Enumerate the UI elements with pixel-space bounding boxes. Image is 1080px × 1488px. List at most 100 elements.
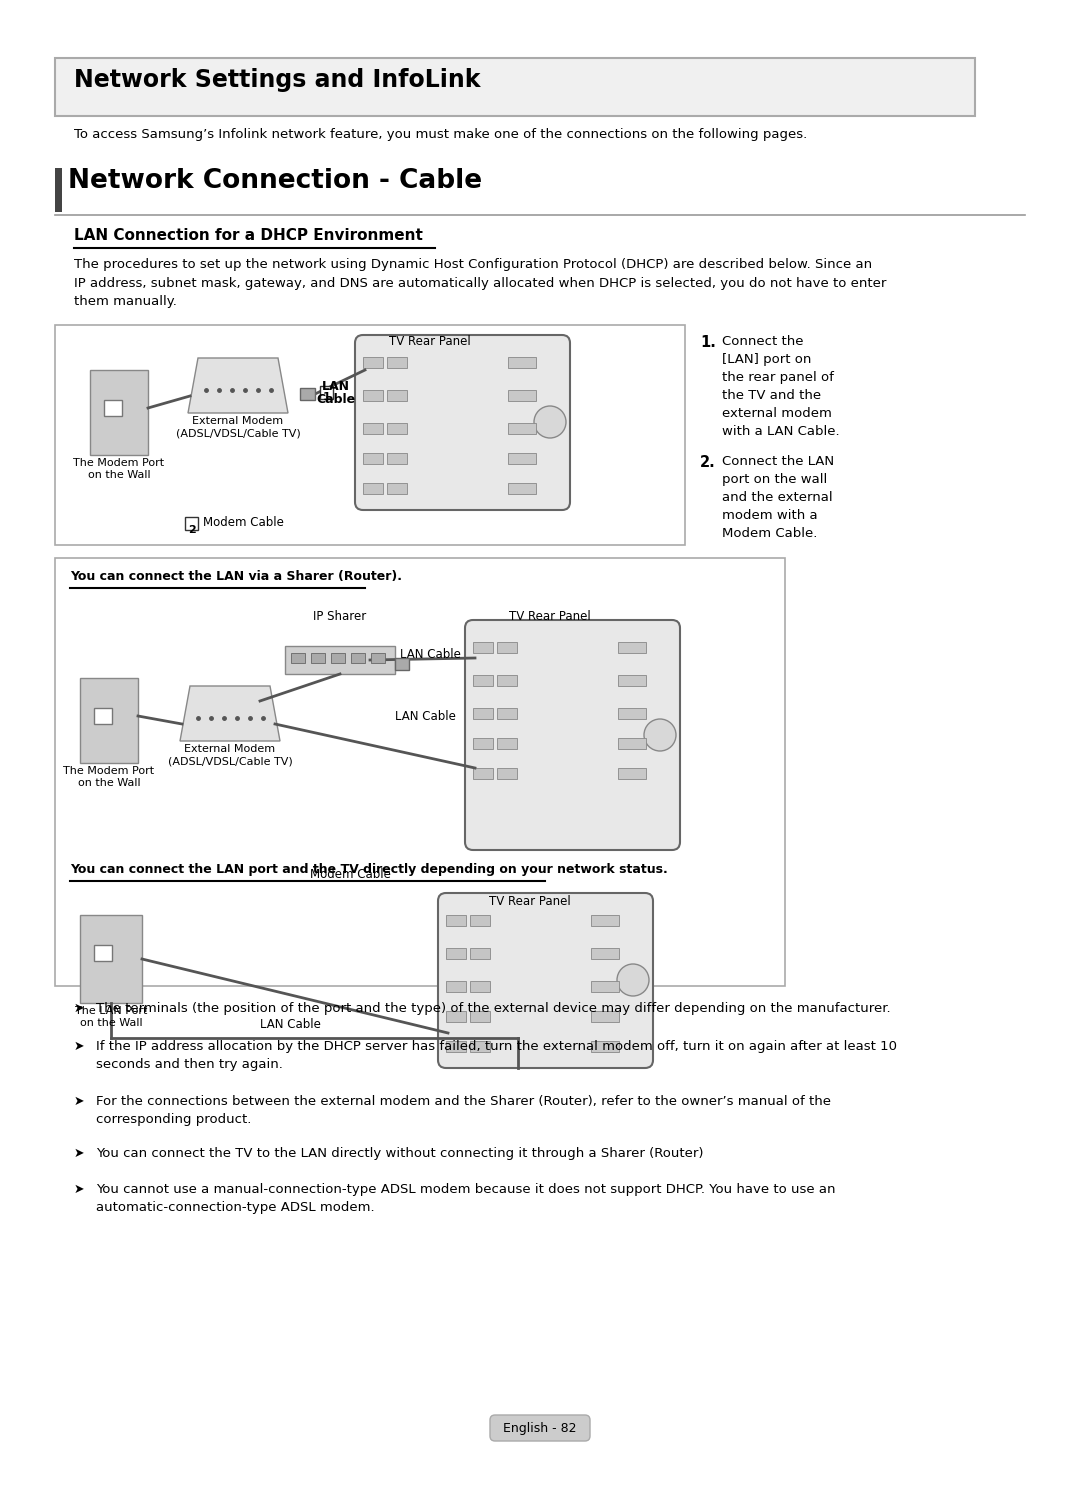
Text: ➤: ➤ (75, 1040, 84, 1054)
Bar (473, 641, 492, 653)
Text: The procedures to set up the network using Dynamic Host Configuration Protocol (: The procedures to set up the network usi… (75, 257, 887, 308)
Bar (618, 738, 646, 748)
FancyBboxPatch shape (355, 335, 570, 510)
Bar (311, 653, 325, 664)
Bar (473, 676, 492, 686)
Text: 1.: 1. (700, 335, 716, 350)
FancyBboxPatch shape (438, 893, 653, 1068)
Bar (387, 452, 407, 464)
Bar (80, 679, 138, 763)
Bar (470, 948, 490, 958)
Bar (508, 484, 536, 494)
Bar (508, 423, 536, 434)
Bar (473, 768, 492, 780)
Text: The Modem Port
on the Wall: The Modem Port on the Wall (64, 766, 154, 789)
Text: LAN: LAN (322, 379, 350, 393)
Bar (497, 768, 517, 780)
Bar (104, 400, 122, 417)
Text: If the IP address allocation by the DHCP server has failed, turn the external mo: If the IP address allocation by the DHCP… (96, 1040, 897, 1071)
Text: TV Rear Panel: TV Rear Panel (489, 894, 571, 908)
Bar (446, 981, 465, 992)
Bar (591, 981, 619, 992)
Text: To access Samsung’s Infolink network feature, you must make one of the connectio: To access Samsung’s Infolink network fea… (75, 128, 807, 141)
Text: You cannot use a manual-connection-type ADSL modem because it does not support D: You cannot use a manual-connection-type … (96, 1183, 836, 1214)
Text: IP Sharer: IP Sharer (313, 610, 366, 623)
Text: LAN Cable: LAN Cable (400, 647, 461, 661)
Bar (618, 641, 646, 653)
Bar (94, 945, 112, 961)
Text: The terminals (the position of the port and the type) of the external device may: The terminals (the position of the port … (96, 1001, 891, 1015)
Bar (55, 58, 975, 116)
Text: The LAN Port
on the Wall: The LAN Port on the Wall (75, 1006, 147, 1028)
Bar (446, 948, 465, 958)
Bar (185, 516, 198, 530)
Text: For the connections between the external modem and the Sharer (Router), refer to: For the connections between the external… (96, 1095, 831, 1126)
Bar (497, 708, 517, 719)
Bar (285, 646, 395, 674)
Bar (470, 915, 490, 926)
Bar (470, 981, 490, 992)
Bar (80, 915, 141, 1003)
Text: The Modem Port
on the Wall: The Modem Port on the Wall (73, 458, 164, 481)
Bar (470, 1010, 490, 1022)
Text: External Modem
(ADSL/VDSL/Cable TV): External Modem (ADSL/VDSL/Cable TV) (167, 744, 293, 766)
Bar (300, 388, 315, 400)
Bar (591, 1042, 619, 1052)
Bar (508, 390, 536, 400)
Bar (330, 653, 345, 664)
Bar (387, 357, 407, 368)
Text: ➤: ➤ (75, 1183, 84, 1196)
Bar (363, 484, 383, 494)
Text: You can connect the TV to the LAN directly without connecting it through a Share: You can connect the TV to the LAN direct… (96, 1147, 703, 1161)
Text: TV Rear Panel: TV Rear Panel (389, 335, 471, 348)
Text: Cable: Cable (316, 393, 355, 406)
Bar (320, 385, 333, 399)
FancyBboxPatch shape (490, 1415, 590, 1440)
Bar (55, 324, 685, 545)
Bar (363, 452, 383, 464)
Text: 2.: 2. (700, 455, 716, 470)
Text: LAN Cable: LAN Cable (259, 1018, 321, 1031)
Text: Modem Cable: Modem Cable (310, 868, 391, 881)
Text: LAN Connection for a DHCP Environment: LAN Connection for a DHCP Environment (75, 228, 423, 243)
Bar (387, 423, 407, 434)
Text: ➤: ➤ (75, 1095, 84, 1109)
Bar (618, 768, 646, 780)
Text: ➤: ➤ (75, 1147, 84, 1161)
Bar (591, 948, 619, 958)
Text: Network Settings and InfoLink: Network Settings and InfoLink (75, 68, 481, 92)
Bar (473, 738, 492, 748)
Bar (291, 653, 305, 664)
Bar (618, 676, 646, 686)
Bar (497, 676, 517, 686)
Text: You can connect the LAN port and the TV directly depending on your network statu: You can connect the LAN port and the TV … (70, 863, 667, 876)
Circle shape (534, 406, 566, 437)
Text: 2: 2 (188, 525, 195, 536)
Circle shape (644, 719, 676, 751)
Bar (591, 915, 619, 926)
Bar (508, 357, 536, 368)
Text: English - 82: English - 82 (503, 1423, 577, 1434)
Text: External Modem
(ADSL/VDSL/Cable TV): External Modem (ADSL/VDSL/Cable TV) (176, 417, 300, 439)
Bar (94, 708, 112, 725)
Bar (473, 708, 492, 719)
Text: 1: 1 (323, 391, 330, 402)
Bar (497, 641, 517, 653)
Bar (363, 390, 383, 400)
Text: Network Connection - Cable: Network Connection - Cable (68, 168, 482, 193)
Bar (395, 658, 409, 670)
Circle shape (617, 964, 649, 995)
Text: TV Rear Panel: TV Rear Panel (509, 610, 591, 623)
Bar (55, 558, 785, 987)
Polygon shape (188, 359, 288, 414)
Bar (497, 738, 517, 748)
Polygon shape (180, 686, 280, 741)
Bar (591, 1010, 619, 1022)
Text: Modem Cable: Modem Cable (203, 516, 284, 530)
Bar (363, 357, 383, 368)
Bar (363, 423, 383, 434)
Bar (372, 653, 384, 664)
Bar (351, 653, 365, 664)
Text: LAN Cable: LAN Cable (395, 710, 456, 723)
Text: Connect the LAN
port on the wall
and the external
modem with a
Modem Cable.: Connect the LAN port on the wall and the… (723, 455, 834, 540)
